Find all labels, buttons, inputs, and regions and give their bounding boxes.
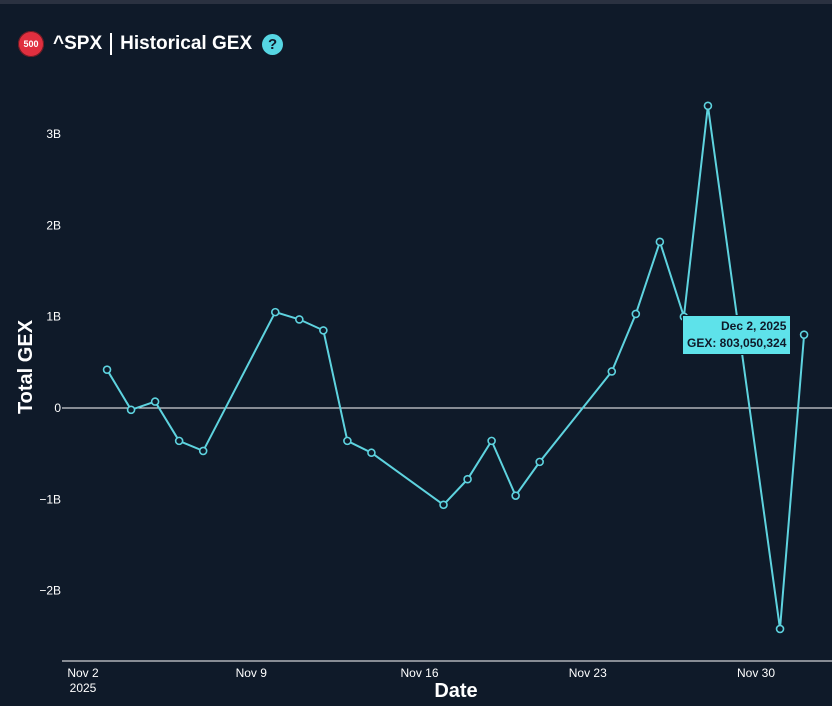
data-point (126, 405, 136, 415)
data-point (319, 326, 328, 335)
data-point (511, 491, 520, 500)
top-strip (0, 0, 832, 4)
data-point (150, 397, 160, 406)
data-point (174, 436, 184, 446)
data-point (799, 330, 809, 339)
data-point (487, 436, 496, 446)
data-point (655, 237, 665, 247)
y-tick-label: −2B (39, 584, 61, 598)
series-points (102, 101, 809, 634)
x-tick-label: Nov 16 (400, 666, 438, 680)
data-point (295, 315, 304, 324)
header-separator (110, 33, 113, 55)
x-tick-label: Nov 30 (737, 666, 775, 680)
x-tick-label: Nov 2 (67, 666, 99, 680)
data-point (631, 309, 641, 319)
data-point (463, 474, 472, 484)
help-icon[interactable]: ? (262, 33, 284, 55)
x-tick-sublabel: 2025 (70, 681, 97, 695)
data-point (703, 101, 713, 111)
data-point (270, 307, 280, 317)
data-point (775, 624, 785, 634)
tooltip-value: GEX: 803,050,324 (687, 336, 787, 350)
x-axis-title: Date (434, 680, 477, 702)
hover-tooltip: Dec 2, 2025 GEX: 803,050,324 (682, 315, 792, 355)
x-tick-label: Nov 23 (569, 666, 607, 680)
data-point (343, 436, 352, 446)
data-point (439, 500, 448, 510)
y-tick-label: 3B (46, 127, 61, 141)
tooltip-date: Dec 2, 2025 (721, 319, 787, 333)
y-axis-title: Total GEX (15, 319, 37, 414)
data-point (102, 365, 112, 374)
chart-title: Historical GEX (120, 33, 253, 54)
y-tick-label: 0 (54, 401, 61, 415)
data-point (535, 457, 544, 467)
chart-header: 500 ^SPX Historical GEX ? (18, 30, 284, 58)
y-tick-label: 2B (46, 218, 61, 232)
data-point (198, 446, 208, 456)
ticker-symbol: ^SPX (53, 33, 103, 54)
y-tick-label: −1B (39, 492, 61, 506)
y-axis-ticks: 3B 2B 1B 0 −1B −2B (39, 127, 61, 597)
x-tick-label: Nov 9 (236, 666, 268, 680)
y-tick-label: 1B (46, 310, 61, 324)
series-line-total-gex (106, 105, 806, 630)
data-point (367, 448, 376, 458)
spx-500-badge-icon: 500 (18, 31, 44, 57)
data-point (607, 367, 617, 376)
